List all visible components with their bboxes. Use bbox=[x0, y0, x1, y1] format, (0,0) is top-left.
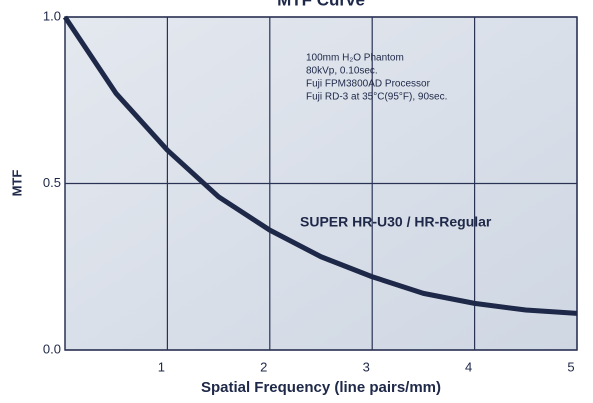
x-tick-label: 4 bbox=[465, 359, 472, 374]
x-tick-label: 2 bbox=[260, 359, 267, 374]
x-tick-label: 3 bbox=[363, 359, 370, 374]
series-label: SUPER HR-U30 / HR-Regular bbox=[300, 214, 492, 230]
annotation: Fuji RD-3 at 35°C(95°F), 90sec. bbox=[306, 92, 447, 103]
annotation: 100mm H₂O Phantom bbox=[306, 53, 404, 64]
y-tick-label: 0.5 bbox=[43, 175, 61, 190]
x-axis-label: Spatial Frequency (line pairs/mm) bbox=[201, 379, 441, 396]
x-tick-label: 5 bbox=[567, 359, 574, 374]
x-tick-label: 1 bbox=[158, 359, 165, 374]
line-series bbox=[62, 15, 578, 316]
chart-title: MTF Curve bbox=[277, 0, 365, 9]
y-tick-label: 0.0 bbox=[43, 341, 61, 356]
y-axis-label: MTF bbox=[9, 170, 24, 197]
y-tick-label: 1.0 bbox=[43, 8, 61, 23]
annotation: 80kVp, 0.10sec. bbox=[306, 66, 378, 77]
annotation: Fuji FPM3800AD Processor bbox=[306, 79, 431, 90]
